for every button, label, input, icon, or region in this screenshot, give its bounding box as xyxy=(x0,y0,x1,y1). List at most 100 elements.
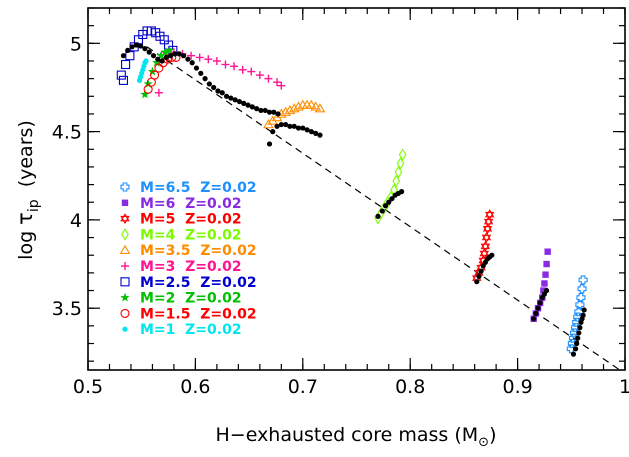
data-point xyxy=(542,271,549,278)
y-axis-title-prefix: log xyxy=(15,225,37,260)
black-data-point xyxy=(271,109,277,115)
black-data-point xyxy=(476,273,482,280)
data-point xyxy=(160,47,170,57)
data-point xyxy=(398,148,407,161)
data-point xyxy=(165,45,175,55)
black-data-point xyxy=(478,268,484,274)
plot-frame xyxy=(87,7,626,371)
black-data-point xyxy=(228,95,234,101)
black-data-point xyxy=(275,111,281,117)
data-point xyxy=(392,174,401,188)
black-data-point xyxy=(313,130,319,136)
black-data-point xyxy=(474,279,480,285)
black-data-point xyxy=(202,76,208,82)
black-data-point xyxy=(574,340,580,347)
black-data-point xyxy=(295,125,302,131)
black-data-point xyxy=(489,252,495,258)
data-point xyxy=(288,103,300,113)
black-data-point xyxy=(254,106,260,112)
data-point xyxy=(273,78,282,87)
black-data-point xyxy=(215,88,221,94)
black-data-point xyxy=(379,208,385,214)
black-data-point xyxy=(211,84,217,91)
black-data-point xyxy=(142,46,148,52)
legend-label: M=6.5 Z=0.02 xyxy=(140,180,257,196)
legend-label: M=2 Z=0.02 xyxy=(140,291,242,307)
data-point xyxy=(543,260,550,268)
black-data-point xyxy=(241,100,247,106)
black-data-point xyxy=(581,307,587,313)
black-data-point xyxy=(543,287,550,294)
x-axis-title-sub: ⊙ xyxy=(478,435,489,450)
black-data-point xyxy=(389,196,395,202)
y-tick-label: 5 xyxy=(70,33,82,55)
x-tick-label: 0.6 xyxy=(180,376,210,398)
black-data-point xyxy=(176,51,182,57)
black-data-point xyxy=(258,107,264,114)
y-axis-title: log τip (years) xyxy=(13,120,42,260)
data-point xyxy=(482,223,493,235)
black-data-point xyxy=(375,213,381,219)
legend-label: M=3 Z=0.02 xyxy=(140,259,242,275)
legend-item: M=4 Z=0.02 xyxy=(121,227,242,243)
legend-item: M=2 Z=0.02 xyxy=(120,291,242,307)
legend-marker xyxy=(120,213,130,225)
data-point xyxy=(484,209,495,221)
black-data-point xyxy=(163,54,170,61)
data-point xyxy=(156,50,166,60)
black-data-point xyxy=(291,123,297,129)
black-data-point xyxy=(125,47,131,53)
black-points-layer xyxy=(120,42,587,357)
data-point xyxy=(195,53,204,62)
data-point xyxy=(483,216,494,228)
legend-label: M=5 Z=0.02 xyxy=(140,212,242,228)
x-axis-title-tail: ) xyxy=(489,424,496,446)
black-data-point xyxy=(262,107,268,114)
black-data-point xyxy=(304,127,310,133)
x-tick-label: 1 xyxy=(619,376,629,398)
data-point xyxy=(540,287,547,294)
series-group xyxy=(374,148,407,225)
data-point xyxy=(314,103,326,113)
data-point xyxy=(576,293,586,303)
black-data-point xyxy=(155,56,161,62)
black-data-point xyxy=(189,60,195,66)
black-data-point xyxy=(382,203,389,209)
data-point xyxy=(577,284,587,294)
series-group xyxy=(136,58,149,83)
data-point xyxy=(396,157,405,170)
black-data-point xyxy=(193,65,200,71)
black-data-point xyxy=(576,330,582,336)
black-data-point xyxy=(283,121,289,128)
legend-marker xyxy=(120,277,130,287)
black-data-point xyxy=(386,199,392,205)
data-point xyxy=(204,55,213,64)
data-point xyxy=(544,248,551,255)
black-data-point xyxy=(266,109,273,115)
legend-item: M=1 Z=0.02 xyxy=(122,322,242,338)
black-data-point xyxy=(287,123,293,129)
black-data-point xyxy=(168,53,174,59)
black-data-point xyxy=(180,53,187,59)
black-data-point xyxy=(266,141,273,147)
x-tick-label: 0.8 xyxy=(395,376,425,398)
black-data-point xyxy=(577,325,583,331)
black-data-point xyxy=(308,129,314,135)
data-point xyxy=(578,275,588,285)
black-data-point xyxy=(236,98,243,105)
legend-marker xyxy=(122,326,128,332)
data-point xyxy=(310,101,322,111)
x-tick-label: 0.9 xyxy=(502,376,532,398)
data-point xyxy=(293,101,304,111)
legend-marker xyxy=(121,262,129,270)
black-data-point xyxy=(537,300,543,306)
legend-marker xyxy=(120,308,130,318)
data-point xyxy=(121,59,131,70)
data-point xyxy=(479,247,490,259)
black-data-point xyxy=(249,104,255,110)
black-data-point xyxy=(274,123,280,129)
data-point xyxy=(247,67,256,76)
black-data-point xyxy=(270,129,276,135)
black-data-point xyxy=(198,70,204,76)
